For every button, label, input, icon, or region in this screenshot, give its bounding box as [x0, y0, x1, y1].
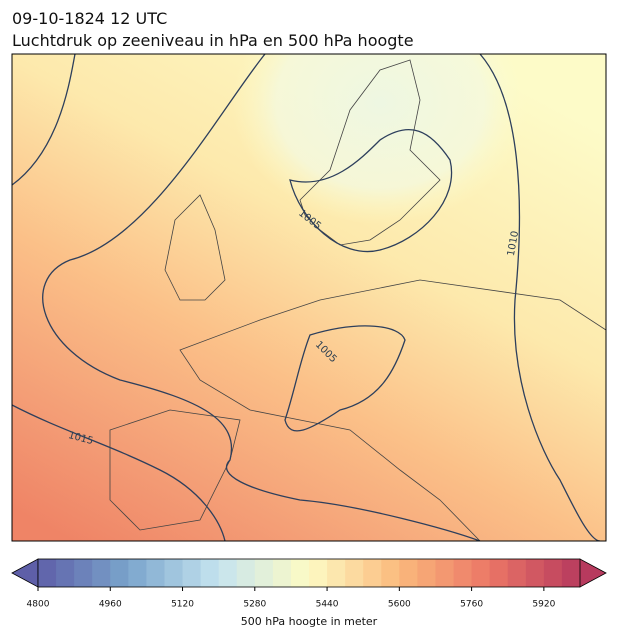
colorbar-level [56, 559, 75, 587]
colorbar-tick-label: 5600 [388, 600, 411, 610]
colorbar-level [200, 559, 220, 587]
colorbar-level [453, 559, 473, 587]
coastline [109, 409, 241, 531]
colorbar-level [435, 559, 455, 587]
colorbar-level [128, 559, 147, 587]
map-frame [11, 53, 607, 542]
colorbar-level [74, 559, 93, 587]
isobar [12, 54, 76, 186]
colorbar-extend-high [579, 558, 607, 588]
colorbar-tick-label: 5280 [243, 600, 266, 610]
colorbar-level [146, 559, 165, 587]
colorbar-level [236, 559, 256, 587]
isobar [42, 54, 481, 541]
colorbar-level [327, 559, 346, 587]
colorbar-level [399, 559, 418, 587]
coastline [179, 279, 606, 541]
colorbar-frame [37, 558, 581, 588]
colorbar-level [417, 559, 436, 587]
colorbar-level [309, 559, 328, 587]
colorbar-level [164, 559, 184, 587]
colorbar-tick-label: 4800 [27, 600, 50, 610]
height-field-high [12, 54, 606, 541]
map: 1005 1010 1005 1015 [12, 54, 606, 541]
subtitle: Luchtdruk op zeeniveau in hPa en 500 hPa… [12, 31, 414, 50]
colorbar-level [381, 559, 400, 587]
colorbar-level [543, 559, 563, 587]
isobar [12, 404, 226, 541]
isobar [479, 54, 601, 541]
colorbar-level [507, 559, 527, 587]
contour-label: 1010 [506, 230, 521, 257]
colorbar-extend-low [11, 558, 39, 588]
colorbar-level [110, 559, 129, 587]
colorbar-level [254, 559, 274, 587]
title: 09-10-1824 12 UTC [12, 9, 167, 28]
coastline [164, 194, 226, 301]
colorbar: 4800 4960 5120 5280 5440 5600 5760 5920 [11, 558, 607, 610]
colorbar-label: 500 hPa hoogte in meter [241, 615, 378, 628]
colorbar-tick-label: 5920 [532, 600, 555, 610]
colorbar-level [363, 559, 382, 587]
colorbar-level [471, 559, 491, 587]
colorbar-level [561, 559, 581, 587]
colorbar-level [290, 559, 310, 587]
colorbar-tick-label: 4960 [99, 600, 122, 610]
colorbar-tick-label: 5440 [316, 600, 339, 610]
colorbar-level [92, 559, 111, 587]
colorbar-level [182, 559, 202, 587]
colorbar-level [272, 559, 292, 587]
colorbar-level [489, 559, 509, 587]
colorbar-level [218, 559, 238, 587]
colorbar-level [345, 559, 364, 587]
colorbar-tick-label: 5120 [171, 600, 194, 610]
colorbar-tick-label: 5760 [460, 600, 483, 610]
colorbar-level [525, 559, 545, 587]
isobar [284, 325, 406, 432]
coastline [299, 59, 441, 246]
colorbar-level [38, 559, 57, 587]
isobar [289, 129, 453, 253]
